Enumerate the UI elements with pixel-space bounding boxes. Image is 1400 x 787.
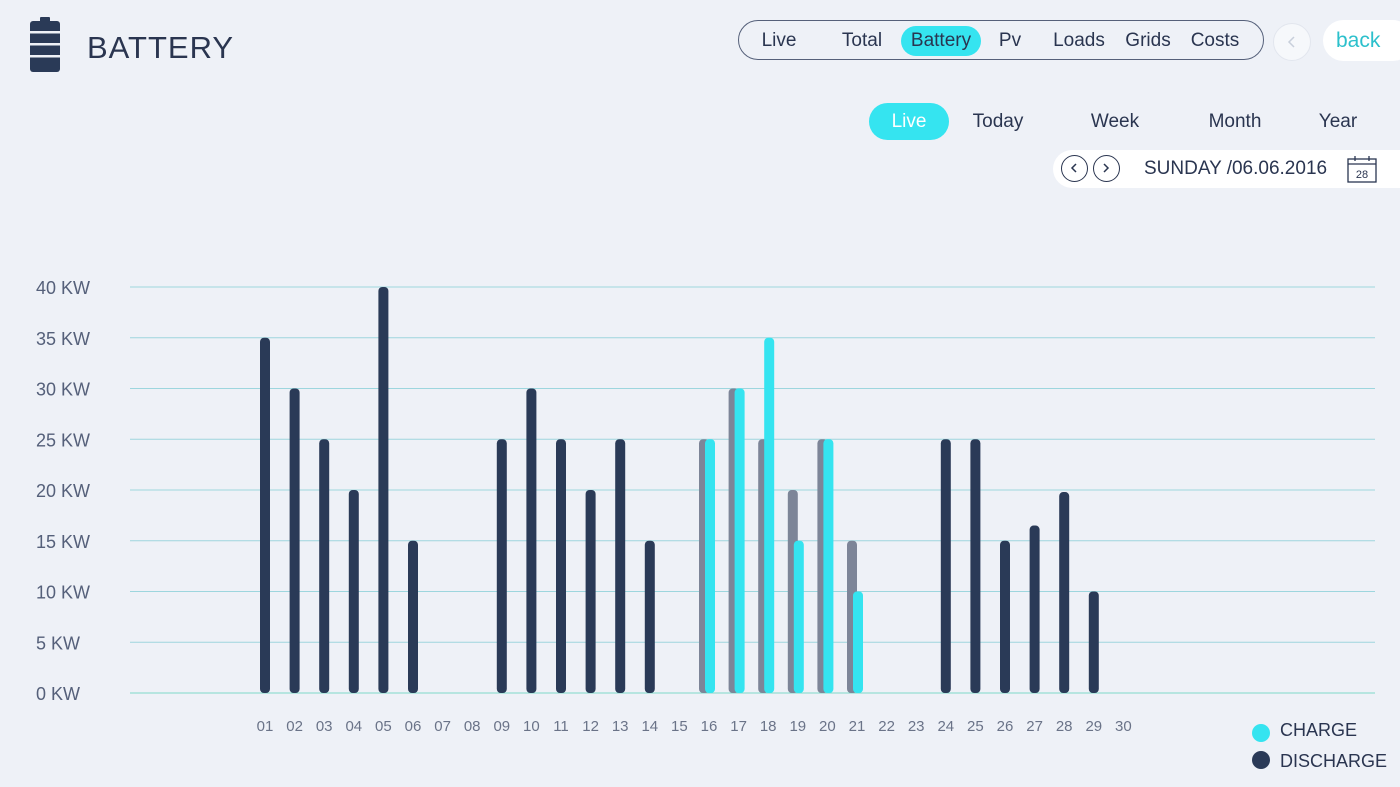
x-tick-label: 21 <box>849 718 866 735</box>
date-label: SUNDAY /06.06.2016 <box>1144 158 1328 179</box>
date-prev-button[interactable] <box>1061 155 1088 182</box>
x-tick-label: 11 <box>553 718 569 735</box>
calendar-day: 28 <box>1356 169 1368 181</box>
x-tick-label: 15 <box>671 718 688 735</box>
y-tick-label: 15 KW <box>36 532 90 552</box>
x-tick-label: 27 <box>1026 718 1043 735</box>
x-tick-label: 17 <box>730 718 747 735</box>
tab-live[interactable]: Live <box>761 30 797 51</box>
charge-bar <box>823 439 834 693</box>
x-tick-label: 05 <box>375 718 392 735</box>
y-tick-label: 20 KW <box>36 481 90 501</box>
x-tick-label: 10 <box>523 718 540 735</box>
back-button[interactable]: back <box>1323 20 1400 61</box>
discharge-bar <box>260 337 270 693</box>
period-tab-today[interactable]: Today <box>972 111 1024 132</box>
x-tick-label: 13 <box>612 718 629 735</box>
x-tick-label: 12 <box>582 718 599 735</box>
x-tick-label: 06 <box>405 718 422 735</box>
x-tick-label: 25 <box>967 718 984 735</box>
discharge-bar <box>496 439 507 693</box>
main-tab-bar: Live Total Battery Pv Loads Grids Costs <box>738 20 1264 60</box>
charge-bar <box>853 591 863 693</box>
charge-bar <box>764 337 775 693</box>
tab-loads[interactable]: Loads <box>1053 30 1105 51</box>
tab-grids[interactable]: Grids <box>1125 30 1171 51</box>
x-tick-label: 20 <box>819 718 836 735</box>
period-tab-month[interactable]: Month <box>1208 111 1262 132</box>
discharge-bar <box>1029 525 1040 693</box>
x-tick-label: 29 <box>1085 718 1102 735</box>
x-tick-label: 07 <box>434 718 451 735</box>
x-tick-label: 23 <box>908 718 925 735</box>
page-title: BATTERY <box>87 30 235 65</box>
discharge-bar <box>1088 591 1099 693</box>
charge-bar <box>734 388 745 693</box>
x-tick-label: 24 <box>937 718 954 735</box>
discharge-bar <box>940 439 951 693</box>
x-tick-label: 14 <box>641 718 658 735</box>
discharge-bar <box>644 540 655 693</box>
charge-bar <box>793 540 804 693</box>
x-tick-label: 16 <box>701 718 718 735</box>
discharge-bar <box>970 439 981 693</box>
x-tick-label: 03 <box>316 718 333 735</box>
discharge-bar <box>289 388 300 693</box>
chevron-left-icon <box>1287 36 1295 48</box>
y-tick-label: 10 KW <box>36 583 90 603</box>
discharge-bar <box>1000 540 1010 693</box>
x-tick-label: 18 <box>760 718 777 735</box>
x-tick-label: 28 <box>1056 718 1073 735</box>
discharge-bar <box>526 388 537 693</box>
date-selector: SUNDAY /06.06.2016 28 <box>1053 150 1400 188</box>
chevron-left-icon <box>1070 163 1077 173</box>
period-tab-week[interactable]: Week <box>1090 111 1140 132</box>
x-tick-label: 26 <box>997 718 1014 735</box>
y-tick-label: 40 KW <box>36 278 90 298</box>
x-tick-label: 19 <box>789 718 806 735</box>
charge-bar <box>705 439 715 693</box>
x-tick-label: 02 <box>286 718 303 735</box>
discharge-bar <box>1059 492 1070 693</box>
x-tick-label: 08 <box>464 718 481 735</box>
x-tick-label: 22 <box>878 718 895 735</box>
x-tick-label: 01 <box>257 718 274 735</box>
calendar-icon[interactable]: 28 <box>1347 155 1377 183</box>
tab-total[interactable]: Total <box>841 30 883 51</box>
period-tab-live[interactable]: Live <box>869 103 949 140</box>
y-tick-label: 0 KW <box>36 684 80 704</box>
legend-charge-label: CHARGE <box>1280 720 1358 740</box>
chevron-right-icon <box>1103 163 1110 173</box>
x-tick-label: 04 <box>345 718 362 735</box>
date-next-button[interactable] <box>1093 155 1120 182</box>
x-tick-label: 30 <box>1115 718 1132 735</box>
tab-battery[interactable]: Battery <box>901 26 981 56</box>
tab-costs[interactable]: Costs <box>1190 30 1240 51</box>
battery-icon <box>30 17 60 72</box>
x-tick-label: 09 <box>493 718 510 735</box>
discharge-bar <box>556 439 566 693</box>
y-tick-label: 25 KW <box>36 430 90 450</box>
discharge-bar <box>585 490 596 693</box>
legend-charge-marker <box>1252 724 1270 742</box>
y-tick-label: 5 KW <box>36 633 80 653</box>
legend-discharge-marker <box>1252 751 1270 769</box>
y-tick-label: 35 KW <box>36 329 90 349</box>
discharge-bar <box>615 439 626 693</box>
discharge-bar <box>408 540 418 693</box>
legend-discharge-label: DISCHARGE <box>1280 751 1388 771</box>
y-tick-label: 30 KW <box>36 380 90 400</box>
header-prev-button[interactable] <box>1273 23 1311 61</box>
discharge-bar <box>348 490 359 693</box>
discharge-bar <box>378 287 389 693</box>
tab-pv[interactable]: Pv <box>998 30 1022 51</box>
discharge-bar <box>319 439 330 693</box>
period-tab-year[interactable]: Year <box>1318 111 1358 132</box>
